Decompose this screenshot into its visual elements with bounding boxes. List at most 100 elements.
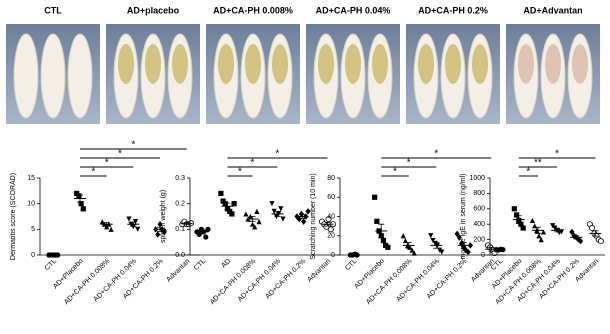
y-tick-label: 40 (327, 213, 335, 220)
y-tick-label: 10 (27, 201, 35, 208)
x-tick-label: Advantan (166, 258, 192, 284)
point (385, 244, 391, 250)
point (325, 216, 332, 223)
y-tick-label: 15 (27, 175, 35, 182)
significance-label: * (238, 167, 242, 178)
lesion (472, 44, 488, 84)
y-tick-label: 400 (473, 221, 485, 228)
error-bar (350, 254, 357, 256)
photo-label: AD+CA-PH 0.008% (213, 5, 293, 15)
point (536, 233, 542, 239)
point (271, 208, 277, 214)
x-tick-label: AD (220, 258, 232, 270)
point (400, 233, 406, 239)
point (372, 194, 378, 200)
lesion (545, 44, 561, 84)
point (99, 219, 105, 225)
point (298, 210, 304, 218)
significance-label: * (251, 158, 255, 169)
photo-label: AD+placebo (127, 5, 180, 15)
error-bar (299, 214, 306, 219)
lesion (245, 44, 261, 84)
y-tick-label: 1000 (469, 175, 485, 182)
point (203, 234, 209, 240)
error-bar (460, 242, 467, 249)
point (130, 224, 136, 230)
error-bar (433, 242, 440, 249)
significance-label: * (118, 149, 122, 160)
y-tick-label: 0.1 (175, 226, 185, 233)
point (278, 206, 284, 212)
error-bar (592, 230, 599, 237)
point (511, 206, 517, 212)
point (439, 249, 445, 255)
y-axis-label: Dermatitis score (SCORAD) (10, 173, 17, 260)
significance-label: * (407, 158, 411, 169)
point (78, 201, 84, 207)
error-bar (324, 222, 331, 227)
photo-row: CTL AD+placebo AD+CA-PH 0.008% AD+CA-PH 0.0… (6, 5, 600, 124)
point (254, 208, 260, 214)
error-bar (77, 194, 83, 203)
point (529, 217, 536, 223)
point (196, 231, 202, 238)
y-tick-label: 800 (473, 190, 485, 197)
y-tick-label: 0.2 (175, 201, 185, 208)
point (380, 237, 387, 244)
significance-label: * (434, 149, 438, 160)
point (467, 242, 473, 249)
error-bar (534, 226, 541, 234)
point (157, 221, 163, 228)
point (76, 193, 82, 199)
error-bar (573, 235, 580, 240)
lesion (272, 44, 288, 84)
x-tick-label: CTL (344, 258, 358, 272)
point (252, 224, 258, 230)
error-bar (130, 221, 137, 227)
point (108, 226, 114, 232)
point (249, 221, 256, 227)
error-bar (249, 216, 256, 223)
significance-label: * (276, 149, 280, 160)
y-axis-label: Scratching number (10 min) (310, 173, 317, 259)
photo-label: CTL (44, 5, 62, 15)
significance-label: * (105, 158, 109, 169)
x-tick-label: AD+CA-PH 0.008% (63, 258, 111, 306)
significance-label: ** (534, 158, 542, 169)
point (569, 228, 575, 236)
error-bar (224, 202, 231, 210)
lesion (518, 44, 534, 84)
mouse-body (67, 33, 93, 119)
error-bar (378, 223, 385, 239)
photo-label: AD+Advantan (523, 5, 582, 15)
significance-label: * (526, 167, 530, 178)
error-bar (103, 222, 110, 227)
lesion (372, 44, 388, 84)
point (161, 228, 167, 236)
point (428, 233, 434, 239)
lesion (572, 44, 588, 84)
y-axis-label: mouse IgE in serum (ng/ml) (460, 174, 467, 260)
error-bar (157, 226, 163, 232)
lesion (172, 44, 188, 84)
point (374, 218, 380, 224)
lesion (118, 44, 134, 84)
point (269, 201, 275, 207)
point (243, 211, 249, 217)
error-bar (199, 230, 206, 234)
point (327, 226, 334, 233)
y-tick-label: 80 (327, 175, 335, 182)
point (205, 226, 211, 232)
point (301, 218, 307, 225)
error-bar (274, 210, 281, 217)
lesion (418, 44, 434, 84)
y-tick-label: 0 (31, 252, 35, 259)
error-bar (515, 215, 522, 224)
point (155, 231, 161, 238)
point (465, 248, 471, 256)
significance-label: * (393, 167, 397, 178)
y-tick-label: 0 (481, 252, 485, 259)
